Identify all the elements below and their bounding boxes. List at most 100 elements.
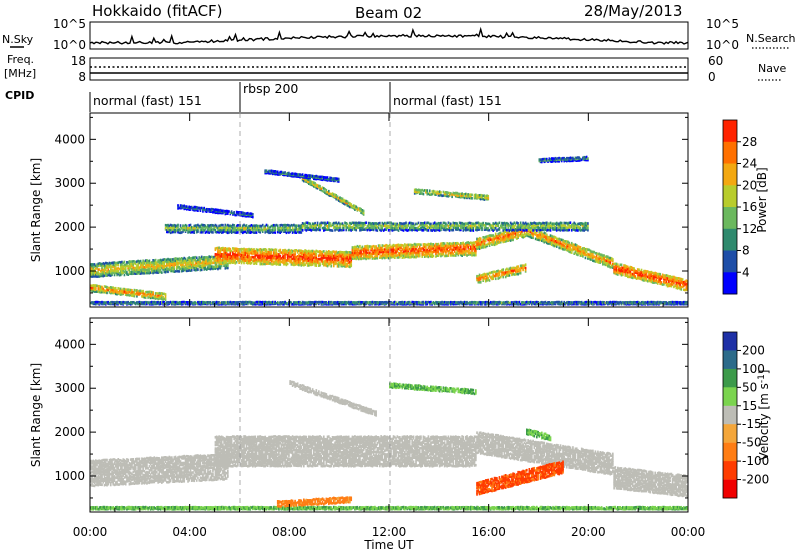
data-cell	[337, 251, 340, 254]
data-cell	[194, 264, 197, 267]
data-cell	[116, 267, 118, 270]
data-cell	[359, 221, 361, 225]
data-cell	[308, 259, 310, 262]
data-cell	[521, 228, 523, 231]
data-cell	[242, 253, 244, 257]
data-cell	[404, 250, 406, 253]
data-cell	[336, 224, 339, 227]
data-cell	[147, 260, 149, 263]
data-cell	[493, 235, 496, 239]
data-cell	[369, 251, 371, 255]
data-cell	[306, 224, 309, 227]
data-cell	[275, 263, 278, 266]
data-cell	[205, 256, 208, 259]
data-cell	[320, 256, 323, 259]
data-cell	[156, 261, 158, 264]
data-cell	[215, 246, 218, 250]
data-cell	[269, 231, 272, 234]
data-cell	[335, 228, 338, 231]
data-cell	[90, 265, 92, 269]
data-cell	[266, 261, 269, 264]
data-cell	[146, 294, 148, 297]
data-cell	[346, 259, 349, 263]
data-cell	[654, 271, 657, 275]
data-cell	[247, 301, 249, 304]
data-cell	[477, 238, 480, 241]
data-cell	[641, 278, 644, 282]
data-cell	[375, 245, 377, 248]
data-cell	[679, 287, 681, 291]
data-cell	[283, 301, 285, 304]
data-cell	[656, 272, 659, 276]
data-cell	[242, 259, 244, 263]
data-cell	[131, 260, 133, 263]
data-cell	[341, 226, 344, 230]
data-cell	[243, 261, 245, 265]
data-cell	[670, 279, 673, 282]
data-cell	[315, 228, 318, 232]
data-cell	[101, 274, 103, 278]
data-cell	[595, 254, 598, 258]
data-cell	[143, 262, 146, 265]
data-cell	[377, 246, 380, 250]
data-cell	[284, 259, 286, 262]
data-cell	[106, 274, 108, 277]
data-cell	[404, 300, 406, 304]
data-cell	[407, 254, 410, 257]
data-cell	[167, 263, 169, 267]
data-cell	[158, 296, 161, 299]
data-cell	[326, 257, 329, 260]
data-cell	[381, 248, 384, 252]
data-cell	[256, 254, 259, 257]
data-cell	[598, 255, 600, 258]
data-cell	[235, 224, 238, 228]
data-cell	[442, 246, 445, 250]
data-cell	[227, 253, 229, 256]
data-cell	[308, 251, 310, 255]
data-cell	[344, 251, 346, 254]
data-cell	[323, 262, 325, 265]
data-cell	[193, 227, 196, 230]
data-cell	[447, 244, 450, 247]
data-cell	[258, 228, 260, 232]
data-cell	[256, 302, 259, 305]
data-cell	[240, 226, 243, 230]
data-cell	[283, 303, 285, 306]
data-cell	[534, 231, 537, 234]
data-cell	[399, 253, 401, 257]
data-cell	[253, 257, 255, 261]
data-cell	[664, 301, 666, 304]
data-cell	[381, 254, 384, 258]
data-cell	[577, 247, 579, 250]
data-cell	[679, 302, 681, 306]
data-cell	[234, 250, 237, 253]
data-cell	[345, 222, 348, 225]
data-cell	[562, 243, 564, 247]
data-cell	[336, 253, 339, 256]
data-cell	[91, 301, 93, 304]
data-cell	[164, 228, 167, 231]
data-cell	[428, 301, 431, 304]
data-cell	[310, 224, 313, 228]
data-cell	[301, 226, 304, 229]
data-cell	[498, 300, 501, 304]
data-cell	[549, 241, 552, 244]
data-cell	[112, 286, 115, 289]
data-cell	[141, 269, 143, 273]
data-cell	[471, 254, 473, 257]
data-cell	[156, 263, 158, 266]
data-cell	[546, 302, 548, 305]
data-cell	[594, 256, 597, 259]
data-cell	[268, 256, 270, 259]
data-cell	[141, 261, 143, 265]
data-cell	[379, 248, 381, 251]
data-cell	[381, 301, 384, 304]
data-cell	[346, 301, 349, 304]
data-cell	[270, 224, 273, 228]
data-cell	[340, 257, 343, 260]
data-cell	[646, 279, 649, 283]
data-cell	[294, 301, 296, 304]
data-cell	[291, 253, 294, 257]
data-cell	[108, 265, 111, 269]
data-cell	[426, 302, 429, 306]
